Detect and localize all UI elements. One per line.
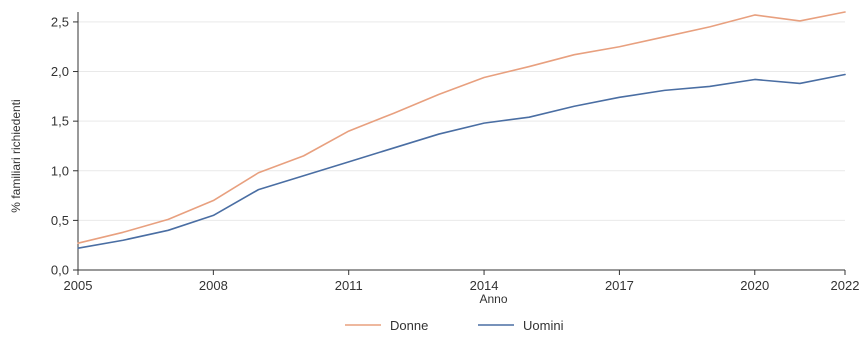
data-point-uomini-2010 (303, 175, 305, 177)
data-point-donne-2016 (573, 54, 575, 56)
x-axis-ticks: 2005 2008 2011 2014 2017 2020 2022 (64, 270, 859, 293)
data-point-donne-2005 (77, 242, 79, 244)
data-point-uomini-2015 (528, 116, 530, 118)
x-tick-label-6: 2022 (831, 278, 859, 293)
data-point-uomini-2007 (167, 230, 169, 232)
y-tick-label-0: 0,0 (51, 263, 69, 278)
data-point-uomini-2005 (77, 247, 79, 249)
legend-label-uomini: Uomini (523, 318, 564, 333)
data-point-uomini-2016 (573, 105, 575, 107)
y-axis-title: % familiari richiedenti (9, 99, 23, 212)
data-point-donne-2007 (167, 219, 169, 221)
data-point-uomini-2020 (754, 79, 756, 81)
gridlines (78, 21, 845, 221)
data-point-donne-2012 (393, 112, 395, 114)
y-tick-label-2: 1,0 (51, 163, 69, 178)
data-point-donne-2015 (528, 66, 530, 68)
data-point-donne-2021 (799, 20, 801, 22)
data-point-uomini-2018 (664, 90, 666, 92)
data-point-donne-2018 (664, 36, 666, 38)
y-axis-ticks: 0,0 0,5 1,0 1,5 2,0 2,5 (51, 14, 78, 278)
y-tick-label-1: 0,5 (51, 213, 69, 228)
series-lines (77, 11, 846, 249)
data-point-uomini-2017 (619, 97, 621, 99)
y-tick-label-4: 2,0 (51, 64, 69, 79)
data-point-donne-2022 (844, 11, 846, 13)
data-point-donne-2009 (258, 172, 260, 174)
x-tick-label-3: 2014 (470, 278, 499, 293)
x-tick-label-5: 2020 (740, 278, 769, 293)
legend: Donne Uomini (345, 318, 564, 333)
data-point-donne-2010 (303, 155, 305, 157)
x-axis-title: Anno (479, 292, 507, 306)
legend-label-donne: Donne (390, 318, 428, 333)
data-point-uomini-2011 (348, 161, 350, 163)
x-tick-label-1: 2008 (199, 278, 228, 293)
x-tick-label-0: 2005 (64, 278, 93, 293)
y-tick-label-5: 2,5 (51, 14, 69, 29)
data-point-uomini-2014 (483, 122, 485, 124)
data-point-uomini-2022 (844, 74, 846, 76)
data-point-donne-2017 (619, 46, 621, 48)
series-line-donne (77, 11, 846, 245)
data-point-donne-2020 (754, 14, 756, 16)
data-point-uomini-2008 (213, 215, 215, 217)
y-tick-label-3: 1,5 (51, 114, 69, 129)
series-line-uomini (77, 73, 846, 249)
data-point-donne-2014 (483, 77, 485, 79)
x-tick-label-2: 2011 (335, 278, 363, 293)
data-point-uomini-2006 (122, 239, 124, 241)
data-point-donne-2019 (709, 26, 711, 28)
data-point-donne-2006 (122, 231, 124, 233)
data-point-uomini-2021 (799, 83, 801, 85)
data-point-uomini-2019 (709, 86, 711, 88)
data-point-donne-2011 (348, 130, 350, 132)
data-point-uomini-2012 (393, 147, 395, 149)
axes (77, 12, 845, 271)
x-tick-label-4: 2017 (605, 278, 634, 293)
data-point-donne-2008 (213, 200, 215, 202)
data-point-uomini-2009 (258, 189, 260, 191)
data-point-uomini-2013 (438, 133, 440, 135)
data-point-donne-2013 (438, 94, 440, 96)
